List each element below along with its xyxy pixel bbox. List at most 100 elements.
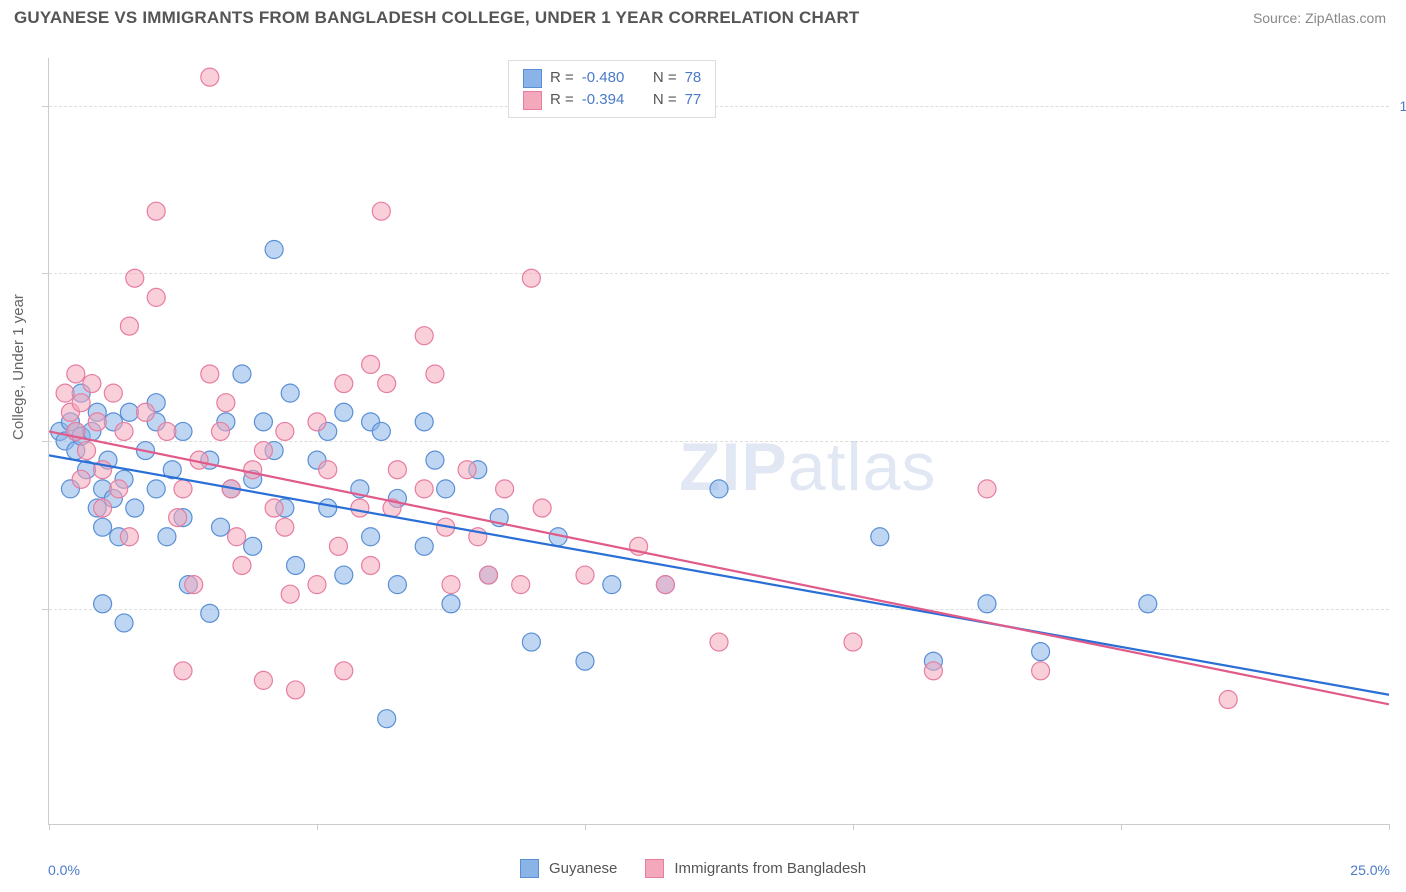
data-point: [442, 595, 460, 613]
data-point: [458, 461, 476, 479]
data-point: [158, 422, 176, 440]
data-point: [710, 633, 728, 651]
data-point: [174, 422, 192, 440]
data-point: [94, 595, 112, 613]
data-point: [512, 576, 530, 594]
correlation-legend: R = -0.480 N = 78R = -0.394 N = 77: [508, 60, 716, 118]
data-point: [362, 355, 380, 373]
data-point: [1032, 662, 1050, 680]
data-point: [978, 480, 996, 498]
data-point: [244, 461, 262, 479]
data-point: [276, 518, 294, 536]
y-tick-label: 82.5%: [1395, 265, 1406, 281]
x-tick: [1121, 824, 1122, 830]
data-point: [104, 384, 122, 402]
data-point: [496, 480, 514, 498]
y-tick-label: 47.5%: [1395, 601, 1406, 617]
data-point: [78, 442, 96, 460]
data-point: [67, 365, 85, 383]
y-tick-label: 100.0%: [1395, 98, 1406, 114]
data-point: [120, 403, 138, 421]
data-point: [126, 499, 144, 517]
data-point: [308, 576, 326, 594]
data-point: [94, 499, 112, 517]
data-point: [110, 480, 128, 498]
data-point: [415, 537, 433, 555]
data-point: [480, 566, 498, 584]
data-point: [522, 633, 540, 651]
data-point: [115, 422, 133, 440]
legend-label: Immigrants from Bangladesh: [674, 860, 866, 877]
data-point: [94, 518, 112, 536]
data-point: [254, 442, 272, 460]
legend-row: R = -0.394 N = 77: [523, 89, 701, 111]
data-point: [254, 671, 272, 689]
data-point: [442, 576, 460, 594]
scatter-plot-svg: [49, 58, 1389, 824]
data-point: [426, 365, 444, 383]
legend-swatch: [520, 859, 539, 878]
data-point: [147, 288, 165, 306]
data-point: [185, 576, 203, 594]
data-point: [388, 576, 406, 594]
data-point: [244, 537, 262, 555]
data-point: [281, 585, 299, 603]
y-tick-label: 65.0%: [1395, 433, 1406, 449]
data-point: [335, 662, 353, 680]
data-point: [212, 518, 230, 536]
data-point: [319, 499, 337, 517]
data-point: [533, 499, 551, 517]
data-point: [576, 566, 594, 584]
x-tick-label: 25.0%: [1350, 862, 1390, 878]
data-point: [126, 269, 144, 287]
legend-label: Guyanese: [549, 860, 617, 877]
legend-swatch: [523, 91, 542, 110]
chart-plot-area: ZIPatlas 47.5%65.0%82.5%100.0%: [48, 58, 1389, 825]
data-point: [319, 461, 337, 479]
data-point: [351, 499, 369, 517]
data-point: [83, 375, 101, 393]
data-point: [201, 68, 219, 86]
data-point: [287, 556, 305, 574]
data-point: [72, 394, 90, 412]
data-point: [174, 480, 192, 498]
data-point: [308, 413, 326, 431]
x-tick-label: 0.0%: [48, 862, 80, 878]
series-legend: Guyanese Immigrants from Bangladesh: [520, 859, 884, 878]
data-point: [522, 269, 540, 287]
data-point: [844, 633, 862, 651]
data-point: [710, 480, 728, 498]
data-point: [576, 652, 594, 670]
data-point: [265, 499, 283, 517]
data-point: [1139, 595, 1157, 613]
data-point: [88, 413, 106, 431]
data-point: [201, 365, 219, 383]
legend-swatch: [523, 69, 542, 88]
data-point: [924, 662, 942, 680]
data-point: [335, 375, 353, 393]
data-point: [136, 403, 154, 421]
data-point: [415, 413, 433, 431]
data-point: [228, 528, 246, 546]
chart-title: GUYANESE VS IMMIGRANTS FROM BANGLADESH C…: [14, 8, 860, 28]
data-point: [378, 375, 396, 393]
data-point: [276, 422, 294, 440]
x-tick: [317, 824, 318, 830]
data-point: [329, 537, 347, 555]
data-point: [1032, 643, 1050, 661]
data-point: [265, 241, 283, 259]
data-point: [201, 604, 219, 622]
data-point: [147, 480, 165, 498]
data-point: [120, 317, 138, 335]
legend-row: R = -0.480 N = 78: [523, 67, 701, 89]
data-point: [158, 528, 176, 546]
data-point: [656, 576, 674, 594]
data-point: [56, 384, 74, 402]
data-point: [233, 365, 251, 383]
data-point: [120, 528, 138, 546]
legend-swatch: [645, 859, 664, 878]
x-tick: [49, 824, 50, 830]
data-point: [372, 422, 390, 440]
data-point: [437, 480, 455, 498]
data-point: [281, 384, 299, 402]
